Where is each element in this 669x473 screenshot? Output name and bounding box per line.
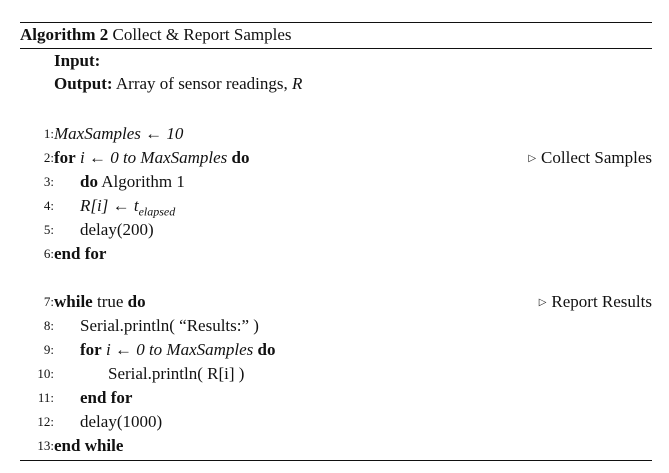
line-code: for i ← 0 to MaxSamples do: [80, 339, 276, 361]
keyword-end-for: end for: [54, 244, 107, 263]
algorithm-caption: Algorithm 2 Collect & Report Samples: [20, 25, 292, 45]
code-line-10: 10: Serial.println( R[i] ): [20, 363, 652, 385]
line-number: 12:: [37, 414, 54, 429]
line-number: 9:: [43, 342, 54, 357]
output-label: Output:: [54, 74, 113, 93]
code-line-7: 7: while true do ▷ Report Results: [20, 291, 652, 313]
code-line-2: 2: for i ← 0 to MaxSamples do ▷ Collect S…: [20, 147, 652, 169]
line-number: 7:: [43, 294, 54, 309]
output-var: R: [291, 74, 303, 93]
code-line-12: 12: delay(1000): [20, 411, 652, 433]
line-number: 6:: [43, 246, 54, 261]
comment-text: Report Results: [551, 292, 652, 311]
code-line-5: 5: delay(200): [20, 219, 652, 241]
line-comment: ▷ Report Results: [539, 291, 652, 316]
line-number: 10:: [37, 366, 54, 381]
algorithm-label: Algorithm 2: [20, 25, 109, 44]
output-text: Array of sensor readings,: [115, 74, 288, 93]
line-number: 1:: [43, 126, 54, 141]
triangle-icon: ▷: [538, 297, 547, 308]
line-text: i ← 0 to MaxSamples: [105, 340, 254, 359]
line-code: R[i] ← telapsed: [80, 195, 175, 222]
input-header: Input:: [54, 51, 100, 71]
caption-rule: [20, 48, 652, 49]
line-subscript: elapsed: [138, 204, 176, 219]
keyword-while: while: [54, 292, 93, 311]
line-text: Serial.println( “Results:” ): [80, 316, 259, 335]
keyword-do: do: [80, 172, 98, 191]
line-number: 13:: [37, 438, 54, 453]
line-text: delay(200): [80, 220, 154, 239]
line-number: 11:: [37, 390, 54, 405]
line-text: MaxSamples ← 10: [54, 124, 184, 143]
line-code: while true do: [54, 291, 146, 313]
keyword-do: do: [127, 292, 146, 311]
line-text: Serial.println( R[i] ): [108, 364, 245, 383]
code-line-13: 13: end while: [20, 435, 652, 457]
line-text: i ← 0 to MaxSamples: [79, 148, 228, 167]
keyword-do: do: [231, 148, 250, 167]
bottom-rule: [20, 460, 652, 461]
keyword-end-for: end for: [80, 388, 133, 407]
line-number: 3:: [43, 174, 54, 189]
algorithm-block: Algorithm 2 Collect & Report Samples Inp…: [20, 0, 652, 473]
code-line-8: 8: Serial.println( “Results:” ): [20, 315, 652, 337]
line-code: do Algorithm 1: [80, 171, 185, 193]
code-line-11: 11: end for: [20, 387, 652, 409]
code-line-4: 4: R[i] ← telapsed: [20, 195, 652, 218]
line-text: R[i] ← t: [80, 196, 139, 215]
line-text: Algorithm 1: [101, 172, 185, 191]
line-text: delay(1000): [80, 412, 163, 431]
line-comment: ▷ Collect Samples: [528, 147, 652, 172]
top-rule: [20, 22, 652, 23]
code-line-1: 1: MaxSamples ← 10: [20, 123, 652, 145]
input-label: Input:: [54, 51, 101, 70]
keyword-for: for: [54, 148, 76, 167]
line-number: 5:: [43, 222, 54, 237]
code-line-6: 6: end for: [20, 243, 652, 265]
code-line-9: 9: for i ← 0 to MaxSamples do: [20, 339, 652, 361]
keyword-do: do: [257, 340, 276, 359]
line-number: 8:: [43, 318, 54, 333]
line-number: 2:: [43, 150, 54, 165]
algorithm-title: Collect & Report Samples: [112, 25, 292, 44]
output-header: Output: Array of sensor readings, R: [54, 74, 302, 94]
line-number: 4:: [43, 198, 54, 213]
line-text: true: [96, 292, 124, 311]
keyword-end-while: end while: [54, 436, 124, 455]
line-code: for i ← 0 to MaxSamples do: [54, 147, 250, 169]
code-line-3: 3: do Algorithm 1: [20, 171, 652, 193]
keyword-for: for: [80, 340, 102, 359]
comment-text: Collect Samples: [541, 148, 652, 167]
triangle-icon: ▷: [528, 153, 537, 164]
